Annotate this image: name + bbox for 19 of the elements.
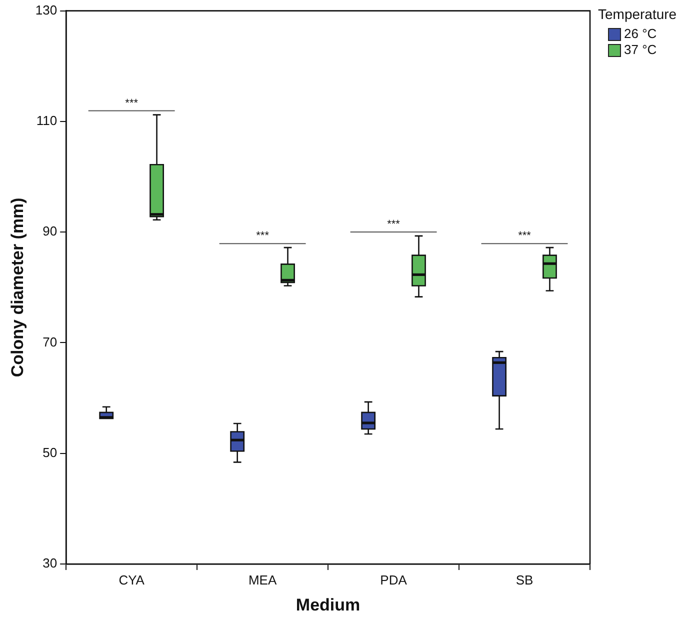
annotation: *** <box>125 97 139 110</box>
y-tick-label: 110 <box>36 113 58 128</box>
x-axis-title: Medium <box>296 595 360 614</box>
y-tick-label: 30 <box>42 556 58 571</box>
annotation: *** <box>518 230 532 242</box>
x-tick-label: PDA <box>380 572 408 588</box>
x-tick-label: CYA <box>118 572 145 588</box>
annotation: *** <box>256 230 270 242</box>
y-tick-label: 70 <box>42 334 58 350</box>
y-tick-label: 90 <box>42 224 58 239</box>
y-tick-label: 50 <box>42 444 58 460</box>
legend-label: 26 °C <box>624 26 657 42</box>
legend-label: 37 °C <box>624 42 657 58</box>
legend-title: Temperature <box>598 6 677 22</box>
x-tick-label: MEA <box>248 572 277 588</box>
annotation: *** <box>387 218 401 230</box>
y-tick-label: 130 <box>35 2 58 18</box>
y-axis-title: Colony diameter (mm) <box>8 198 27 378</box>
x-tick-label: SB <box>516 572 534 588</box>
